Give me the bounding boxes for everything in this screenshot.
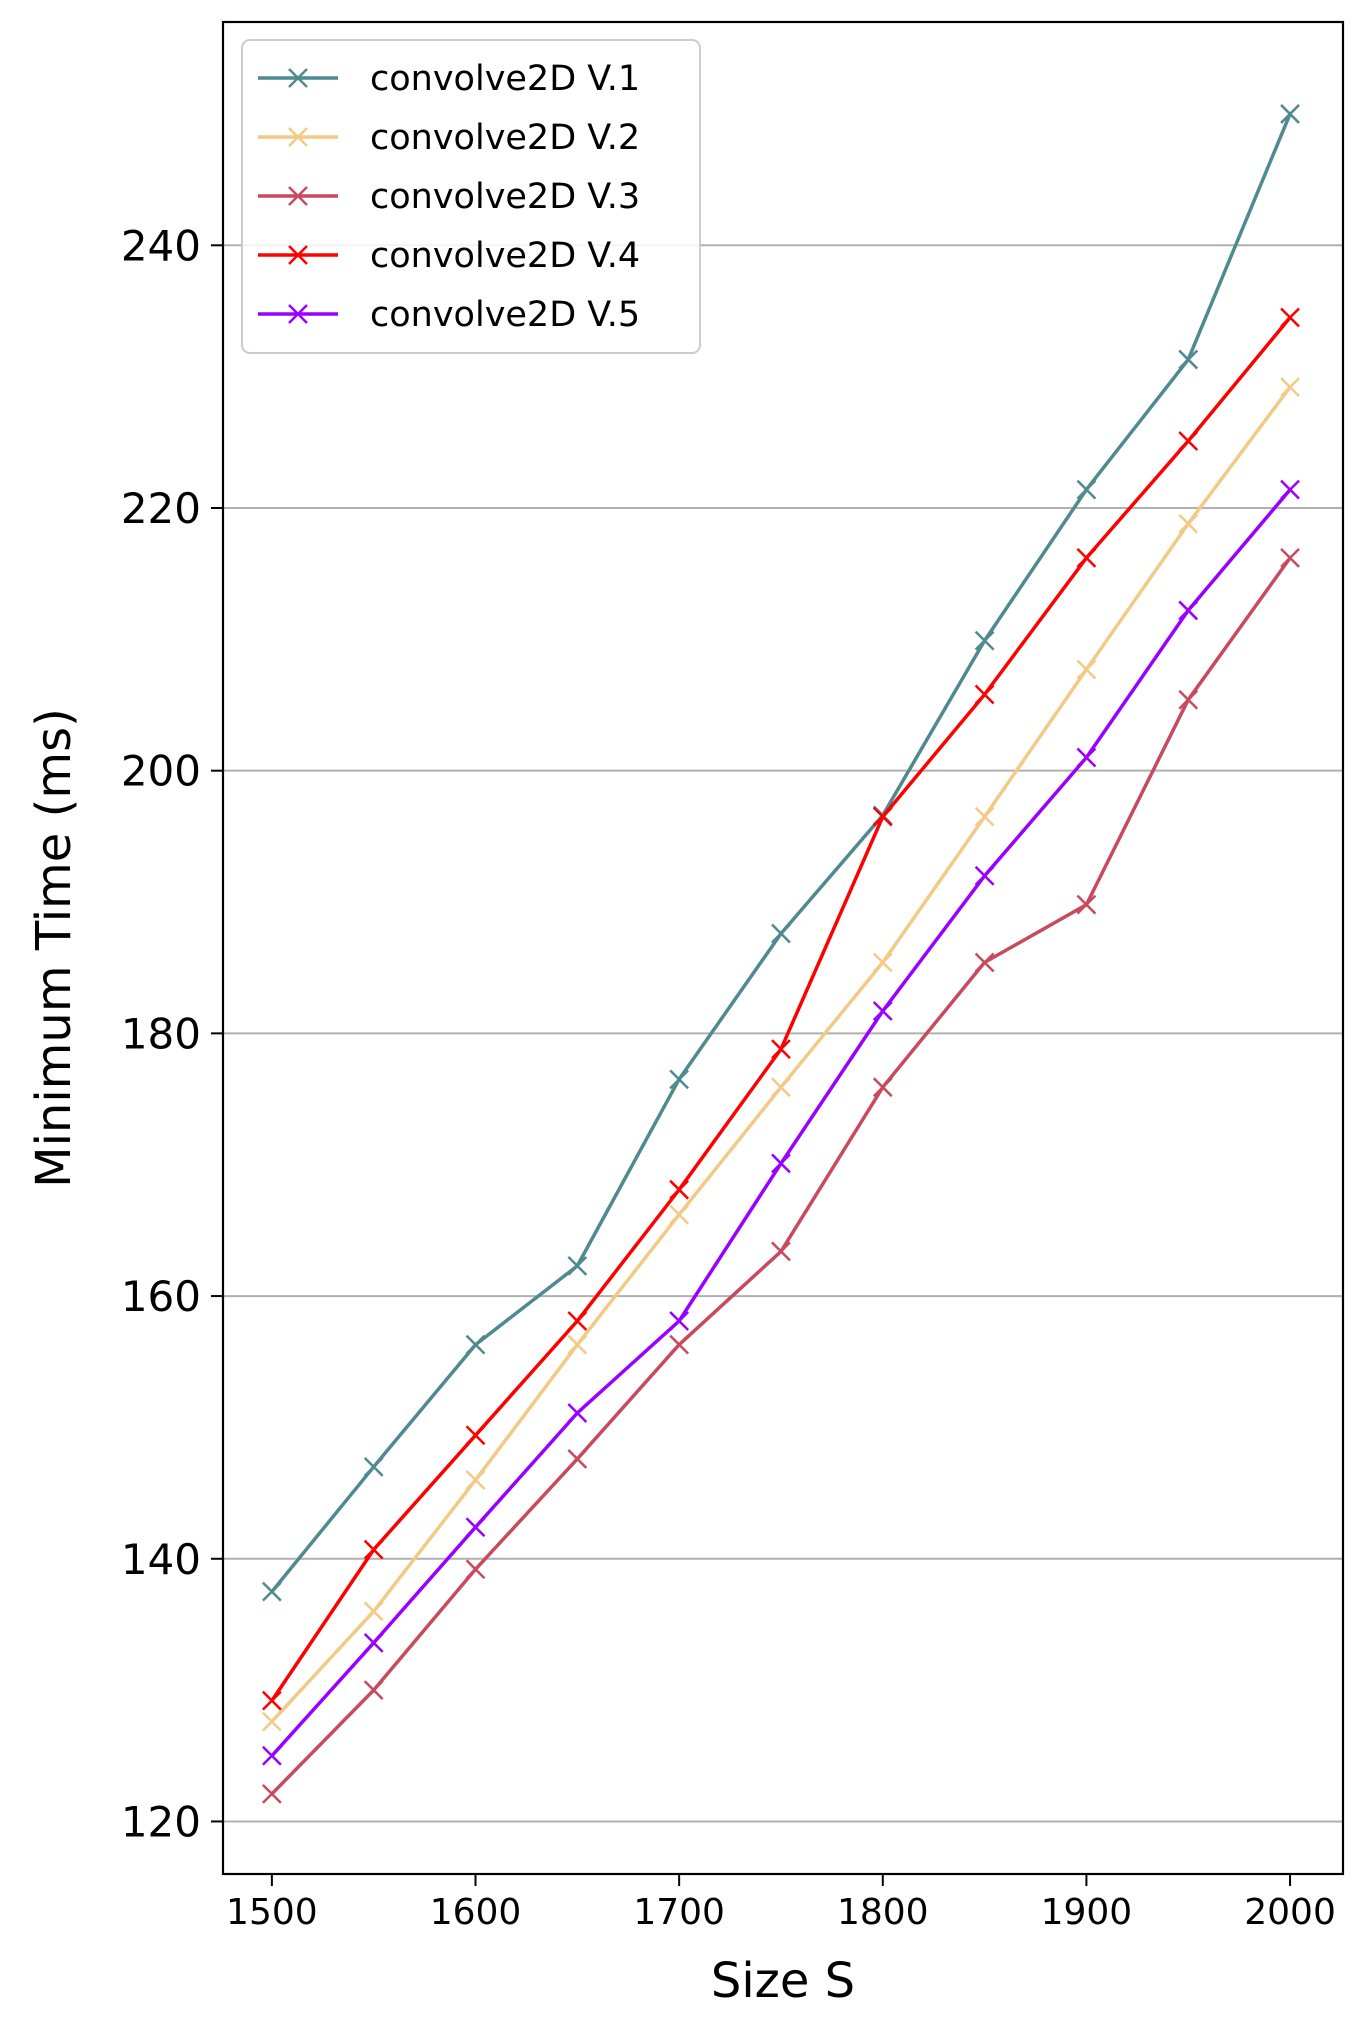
data-point	[771, 1039, 791, 1060]
y-tick-label: 120	[121, 1797, 201, 1846]
data-point	[567, 1449, 588, 1469]
series-4	[261, 307, 1300, 1711]
legend-item: convolve2D V.5	[258, 295, 640, 335]
series-5	[261, 479, 1300, 1766]
data-point	[974, 865, 995, 886]
data-point	[1076, 479, 1097, 500]
data-point	[771, 923, 791, 944]
data-point	[1076, 548, 1097, 568]
grid-lines	[223, 244, 1343, 1823]
y-tick-label: 140	[121, 1535, 201, 1584]
data-point	[465, 1559, 486, 1580]
data-point	[1076, 747, 1097, 768]
data-point	[261, 1581, 282, 1602]
data-point	[1178, 349, 1199, 370]
data-point	[1280, 548, 1300, 568]
legend-marker	[288, 245, 308, 265]
legend: convolve2D V.1 convolve2D V.2 convolve2D V…	[241, 39, 701, 354]
y-tick-label: 160	[121, 1272, 201, 1321]
data-point	[363, 1632, 384, 1653]
data-point	[1178, 600, 1199, 621]
data-point	[363, 1680, 384, 1700]
x-tick-label: 1700	[633, 1892, 725, 1933]
data-point	[261, 1783, 282, 1804]
data-point	[872, 806, 893, 827]
legend-marker	[288, 304, 308, 324]
x-tick-label: 1900	[1041, 1892, 1133, 1933]
legend-item: convolve2D V.1	[258, 59, 640, 99]
plot-frame	[221, 20, 1345, 1876]
data-point	[1280, 104, 1300, 124]
y-tick-label: 200	[121, 747, 201, 796]
data-point	[1178, 689, 1199, 710]
data-point	[872, 1001, 893, 1021]
data-point	[363, 1456, 384, 1477]
data-point	[669, 1311, 690, 1331]
data-point	[261, 1745, 282, 1766]
y-axis-ticks: 120 140 160 180 200 220 240	[121, 221, 223, 1846]
data-point	[974, 806, 995, 827]
legend-marker	[288, 68, 308, 88]
data-point	[1280, 307, 1300, 328]
data-point	[567, 1334, 588, 1355]
x-tick-label: 1800	[837, 1892, 929, 1933]
data-point	[465, 1517, 486, 1538]
legend-label: convolve2D V.1	[370, 59, 640, 99]
data-point	[1178, 431, 1199, 451]
data-point	[363, 1601, 384, 1622]
data-point	[1178, 513, 1199, 534]
x-axis-title: Size S	[711, 1953, 855, 2009]
data-point	[872, 1077, 893, 1098]
y-tick-label: 240	[121, 221, 201, 270]
data-point	[1076, 659, 1097, 680]
legend-item: convolve2D V.4	[258, 236, 640, 276]
data-point	[261, 1690, 282, 1711]
y-tick-label: 180	[121, 1009, 201, 1058]
data-point	[771, 1153, 791, 1174]
series-2	[261, 377, 1300, 1732]
data-point	[669, 1204, 690, 1225]
legend-marker	[288, 186, 308, 206]
data-point	[669, 1069, 690, 1090]
legend-label: convolve2D V.4	[370, 236, 640, 276]
data-point	[771, 1077, 791, 1098]
y-axis-title: Minimum Time (ms)	[26, 708, 82, 1188]
series-lines	[261, 104, 1300, 1804]
data-point	[974, 630, 995, 651]
series-3	[261, 548, 1300, 1804]
data-point	[363, 1539, 384, 1560]
data-point	[974, 952, 995, 973]
legend-box	[241, 39, 701, 354]
x-tick-label: 2000	[1244, 1892, 1336, 1933]
data-point	[974, 684, 995, 705]
legend-item: convolve2D V.2	[258, 118, 640, 158]
x-tick-label: 1600	[430, 1892, 522, 1933]
data-point	[872, 952, 893, 973]
legend-label: convolve2D V.2	[370, 118, 640, 158]
data-point	[465, 1470, 486, 1490]
x-tick-label: 1500	[226, 1892, 318, 1933]
data-point	[567, 1311, 588, 1331]
legend-label: convolve2D V.3	[370, 177, 640, 217]
data-point	[261, 1711, 282, 1732]
legend-label: convolve2D V.5	[370, 295, 640, 335]
y-tick-label: 220	[121, 484, 201, 533]
data-point	[771, 1241, 791, 1262]
x-axis-ticks: 1500 1600 1700 1800 1900 2000	[226, 1874, 1336, 1933]
data-point	[567, 1403, 588, 1423]
data-point	[1076, 894, 1097, 915]
data-point	[1280, 377, 1300, 398]
legend-marker	[288, 127, 308, 147]
data-point	[669, 1179, 690, 1200]
data-point	[465, 1334, 486, 1355]
data-point	[1280, 479, 1300, 500]
data-point	[567, 1255, 588, 1276]
data-point	[465, 1425, 486, 1446]
legend-item: convolve2D V.3	[258, 177, 640, 217]
data-point	[669, 1334, 690, 1355]
